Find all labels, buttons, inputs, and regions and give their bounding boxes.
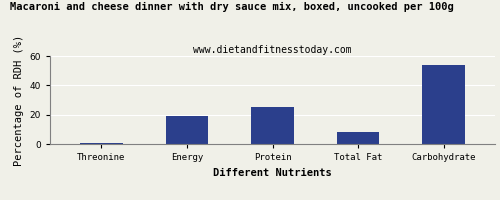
Bar (422, 65, 465, 144)
Bar (336, 132, 380, 144)
Y-axis label: Percentage of RDH (%): Percentage of RDH (%) (14, 34, 24, 166)
Bar (251, 107, 294, 144)
Text: Macaroni and cheese dinner with dry sauce mix, boxed, uncooked per 100g: Macaroni and cheese dinner with dry sauc… (10, 2, 454, 12)
Bar (80, 143, 122, 144)
Bar (166, 116, 208, 144)
X-axis label: Different Nutrients: Different Nutrients (213, 168, 332, 178)
Title: www.dietandfitnesstoday.com: www.dietandfitnesstoday.com (193, 45, 352, 55)
